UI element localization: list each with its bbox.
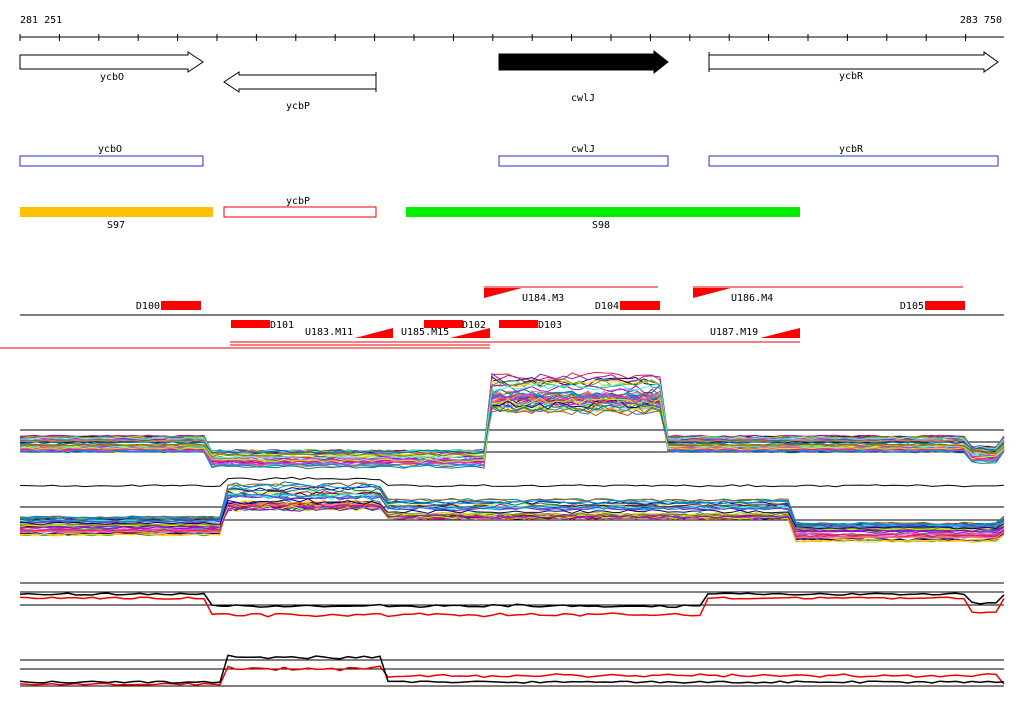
feature-box bbox=[161, 301, 201, 310]
cds-label: ycbO bbox=[98, 144, 122, 155]
cds-label: ycbR bbox=[839, 144, 864, 155]
trace bbox=[19, 596, 1005, 618]
trace bbox=[19, 483, 1005, 527]
gene-arrow bbox=[498, 49, 669, 75]
feature-label: D103 bbox=[538, 320, 562, 331]
feature-triangle bbox=[355, 328, 393, 338]
feature-box bbox=[424, 320, 463, 328]
trace bbox=[19, 403, 1005, 458]
feature-label: D101 bbox=[270, 320, 294, 331]
feature-label: U186.M4 bbox=[731, 293, 773, 304]
gene-label: ycbP bbox=[286, 101, 310, 112]
trace bbox=[19, 498, 1005, 530]
feature-box bbox=[231, 320, 270, 328]
trace bbox=[19, 372, 1005, 454]
cds-box bbox=[223, 206, 377, 218]
feature-triangle bbox=[760, 328, 800, 338]
gene-arrow bbox=[223, 71, 377, 93]
feature-label: D105 bbox=[900, 301, 924, 312]
trace bbox=[19, 402, 1005, 455]
feature-label: D100 bbox=[136, 301, 160, 312]
feature-box bbox=[925, 301, 965, 310]
gene-label: ycbO bbox=[100, 72, 124, 83]
trace bbox=[19, 393, 1005, 454]
trace bbox=[19, 505, 1005, 533]
cds-label: cwlJ bbox=[571, 144, 595, 155]
trace bbox=[19, 502, 1005, 538]
trace bbox=[19, 388, 1005, 470]
cds-label: ycbP bbox=[286, 196, 310, 207]
trace bbox=[19, 592, 1005, 609]
feature-label: D102 bbox=[462, 320, 486, 331]
gene-arrow bbox=[19, 51, 204, 73]
feature-label: D104 bbox=[595, 301, 619, 312]
trace bbox=[19, 393, 1005, 454]
trace bbox=[19, 390, 1005, 468]
feature-triangle bbox=[693, 288, 731, 298]
segment-bar bbox=[406, 207, 800, 217]
expression-traces bbox=[19, 371, 1005, 687]
feature-label: U187.M19 bbox=[710, 327, 758, 338]
feature-box bbox=[499, 320, 538, 328]
gene-label: cwlJ bbox=[571, 93, 595, 104]
ruler-start: 281 251 bbox=[20, 15, 62, 26]
cds-box bbox=[708, 155, 999, 167]
gene-arrow bbox=[708, 51, 999, 73]
ruler-end: 283 750 bbox=[960, 15, 1002, 26]
trace bbox=[19, 393, 1005, 466]
feature-label: U183.M11 bbox=[305, 327, 353, 338]
feature-label: U185.M15 bbox=[401, 327, 449, 338]
segment-bar bbox=[20, 207, 213, 217]
segment-label: S98 bbox=[592, 220, 610, 231]
feature-track bbox=[0, 286, 1004, 349]
trace bbox=[19, 382, 1005, 454]
trace bbox=[19, 476, 1005, 488]
trace bbox=[19, 654, 1005, 684]
trace bbox=[19, 665, 1005, 686]
feature-box bbox=[620, 301, 660, 310]
trace bbox=[19, 492, 1005, 528]
cds-box bbox=[19, 155, 204, 167]
trace bbox=[19, 388, 1005, 454]
cds-box bbox=[498, 155, 669, 167]
gene-label: ycbR bbox=[839, 71, 864, 82]
feature-triangle bbox=[450, 328, 490, 338]
feature-label: U184.M3 bbox=[522, 293, 564, 304]
trace bbox=[19, 500, 1005, 543]
segment-label: S97 bbox=[107, 220, 125, 231]
trace bbox=[19, 396, 1005, 463]
feature-triangle bbox=[484, 288, 522, 298]
ruler-ticks bbox=[19, 34, 967, 41]
